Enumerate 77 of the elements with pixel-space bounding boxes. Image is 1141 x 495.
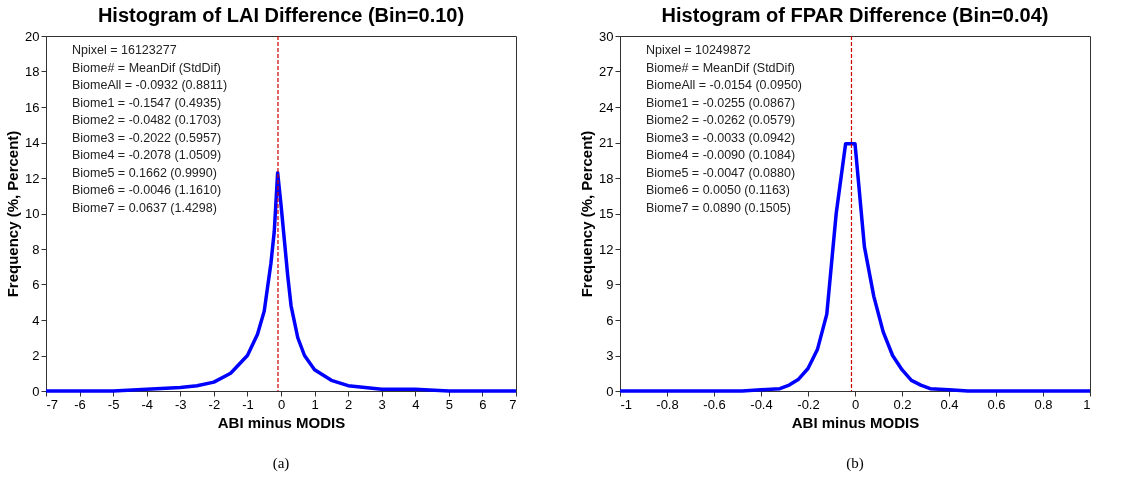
y-tick-label: 4 <box>32 312 40 328</box>
y-tick-label: 12 <box>25 170 40 186</box>
annotation: Biome2 = -0.0482 (0.1703) <box>72 113 222 127</box>
x-tick-label: 4 <box>412 396 420 412</box>
x-tick-label: 0 <box>277 396 286 412</box>
y-tick-label: 0 <box>606 383 614 399</box>
x-tick-label: 0 <box>851 396 860 412</box>
x-tick-label: 2 <box>345 396 353 412</box>
x-tick-label: -1 <box>620 396 633 412</box>
x-tick-label: 0.6 <box>987 396 1006 412</box>
y-tick-label: 10 <box>25 206 40 221</box>
y-tick-label: 14 <box>25 135 40 150</box>
x-tick-label: -0.6 <box>703 396 726 412</box>
x-tick-label: -6 <box>74 396 86 412</box>
x-tick-label: -5 <box>107 396 120 412</box>
y-tick-label: 27 <box>599 64 614 79</box>
annotation: Biome# = MeanDif (StdDif) <box>72 60 222 75</box>
annotation: Biome3 = -0.2022 (0.5957) <box>72 130 222 145</box>
x-axis-title: ABI minus MODIS <box>217 413 346 431</box>
y-tick-label: 18 <box>599 170 614 186</box>
annotation: BiomeAll = -0.0932 (0.8811) <box>72 78 228 92</box>
x-tick-label: 7 <box>509 396 517 412</box>
x-tick-label: -1 <box>242 396 254 412</box>
y-tick-label: 12 <box>599 241 614 257</box>
y-tick-label: 30 <box>599 28 614 44</box>
annotation: Biome6 = -0.0046 (1.1610) <box>72 183 222 197</box>
x-tick-label: 0.2 <box>893 396 912 412</box>
text: (b) <box>846 455 864 472</box>
y-tick-label: 21 <box>599 135 614 150</box>
annotation: Biome1 = -0.0255 (0.0867) <box>646 95 796 110</box>
x-tick-label: -7 <box>46 396 59 412</box>
annotation: Biome5 = -0.0047 (0.0880) <box>646 165 796 180</box>
x-tick-label: -0.4 <box>750 396 773 412</box>
annotation: Npixel = 16123277 <box>72 43 177 57</box>
y-tick-label: 9 <box>606 277 614 292</box>
x-tick-label: -3 <box>175 396 187 412</box>
x-tick-label: -0.8 <box>656 396 679 412</box>
y-tick-label: 3 <box>606 348 614 363</box>
annotation: Biome6 = 0.0050 (0.1163) <box>646 183 790 197</box>
y-tick-label: 6 <box>32 277 40 292</box>
text: (a) <box>272 455 290 472</box>
y-tick-label: 8 <box>32 241 40 257</box>
annotation: Biome3 = -0.0033 (0.0942) <box>646 130 796 145</box>
x-tick-label: 6 <box>479 396 487 412</box>
x-tick-label: 5 <box>445 396 453 412</box>
x-tick-label: -4 <box>141 396 153 412</box>
annotation: Biome1 = -0.1547 (0.4935) <box>72 95 222 110</box>
y-tick-label: 18 <box>25 64 40 79</box>
annotation: BiomeAll = -0.0154 (0.0950) <box>646 78 802 92</box>
annotation: Biome2 = -0.0262 (0.0579) <box>646 113 796 127</box>
y-tick-label: 20 <box>25 28 40 44</box>
y-axis-title: Frequency (%, Percent) <box>4 130 22 298</box>
line-series <box>44 170 518 393</box>
annotation: Npixel = 10249872 <box>646 43 751 57</box>
y-tick-label: 16 <box>25 99 40 115</box>
annotation: Biome7 = 0.0890 (0.1505) <box>646 200 791 215</box>
y-tick-label: 0 <box>32 383 40 399</box>
y-tick-label: 15 <box>599 206 614 221</box>
annotation: Biome7 = 0.0637 (1.4298) <box>72 200 217 215</box>
x-tick-label: -0.2 <box>797 396 820 412</box>
x-axis-title: ABI minus MODIS <box>791 413 920 431</box>
chart-title: Histogram of FPAR Difference (Bin=0.04) <box>661 4 1049 26</box>
y-tick-label: 6 <box>606 312 614 328</box>
x-tick-label: 0.4 <box>940 396 959 412</box>
x-tick-label: -2 <box>208 396 221 412</box>
annotation: Biome4 = -0.2078 (1.0509) <box>72 148 222 162</box>
y-axis-title: Frequency (%, Percent) <box>578 130 596 298</box>
x-tick-label: 1 <box>311 396 319 412</box>
y-tick-label: 2 <box>32 348 40 363</box>
annotation: Biome5 = 0.1662 (0.9990) <box>72 165 217 180</box>
annotation: Biome# = MeanDif (StdDif) <box>646 60 796 75</box>
x-tick-label: 1 <box>1083 396 1091 412</box>
annotation: Biome4 = -0.0090 (0.1084) <box>646 148 796 162</box>
y-tick-label: 24 <box>599 99 614 115</box>
x-tick-label: 0.8 <box>1034 396 1053 412</box>
x-tick-label: 3 <box>378 396 386 412</box>
chart-title: Histogram of LAI Difference (Bin=0.10) <box>97 4 465 26</box>
